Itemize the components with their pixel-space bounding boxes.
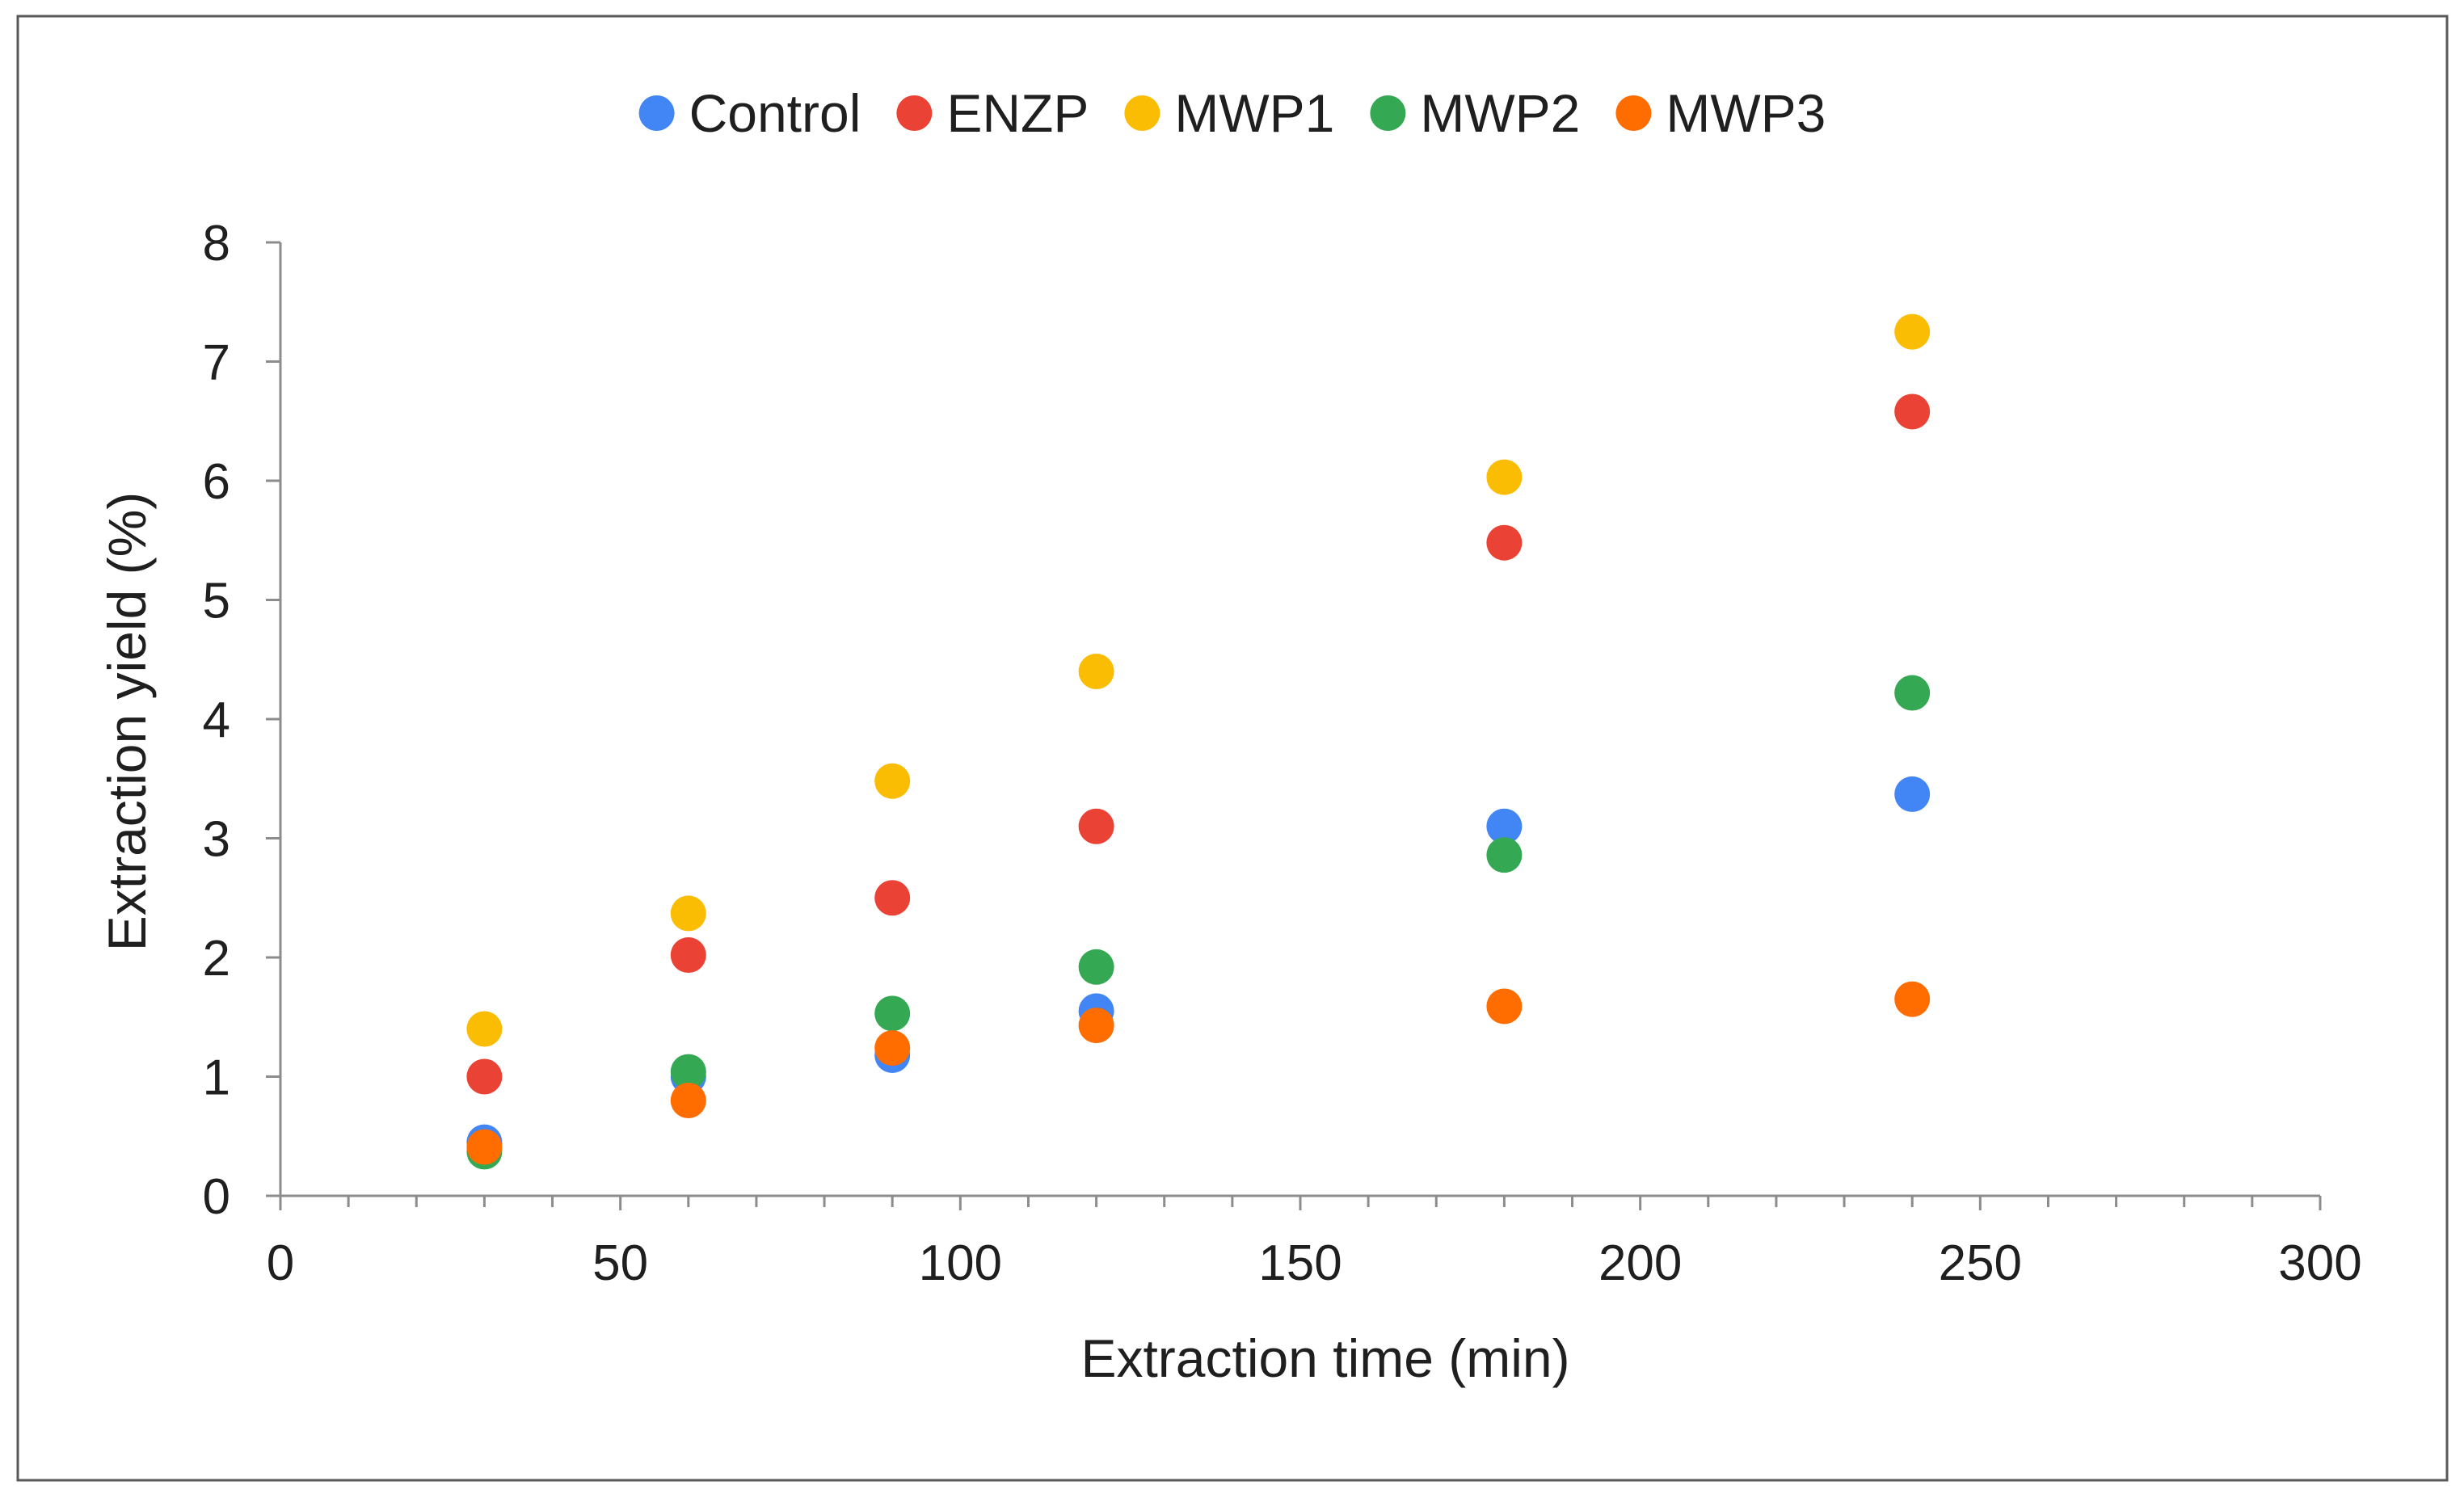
y-tick-label: 1: [203, 1050, 230, 1106]
y-tick-label: 5: [203, 574, 230, 629]
x-tick-label: 250: [1939, 1235, 2022, 1291]
x-tick-label: 300: [2278, 1235, 2361, 1291]
legend-label: Control: [689, 83, 861, 143]
data-point-control: [1486, 808, 1523, 844]
legend-label: MWP3: [1666, 83, 1826, 143]
legend-item-mwp2: MWP2: [1370, 83, 1580, 143]
data-point-mwp1: [466, 1011, 503, 1047]
legend-marker-mwp2: [1370, 95, 1406, 131]
chart-border: [16, 15, 2449, 1482]
legend-marker-control: [638, 95, 675, 131]
legend-label: ENZP: [946, 83, 1089, 143]
legend: Control ENZP MWP1 MWP2 MWP3: [638, 83, 1826, 143]
x-tick-label: 100: [919, 1235, 1002, 1291]
data-point-mwp1: [874, 763, 911, 799]
x-tick-label: 50: [592, 1235, 648, 1291]
legend-item-mwp1: MWP1: [1124, 83, 1334, 143]
legend-marker-mwp1: [1124, 95, 1160, 131]
y-tick-label: 7: [203, 335, 230, 391]
legend-marker-mwp3: [1615, 95, 1652, 131]
data-point-mwp2: [670, 1054, 706, 1090]
data-point-enzp: [1078, 808, 1114, 844]
data-point-enzp: [1486, 524, 1523, 561]
data-point-mwp1: [670, 895, 706, 932]
x-axis: 0 50 100 150 200 250 300: [267, 1194, 2362, 1291]
x-tick-label: 0: [267, 1235, 294, 1291]
y-tick-label: 8: [203, 216, 230, 271]
data-point-mwp3: [466, 1129, 503, 1165]
data-point-mwp3: [670, 1083, 706, 1118]
series-mwp3: [466, 981, 1931, 1165]
y-tick-label: 6: [203, 454, 230, 510]
data-point-mwp3: [1078, 1008, 1114, 1044]
series-mwp1: [466, 313, 1931, 1047]
data-point-mwp3: [1486, 988, 1523, 1025]
y-tick-label: 2: [203, 931, 230, 987]
legend-label: MWP1: [1174, 83, 1334, 143]
series-enzp: [466, 393, 1931, 1095]
legend-item-mwp3: MWP3: [1615, 83, 1826, 143]
y-axis-label: Extraction yield (%): [97, 492, 157, 952]
y-tick-label: 4: [203, 692, 230, 748]
legend-item-control: Control: [638, 83, 861, 143]
data-point-enzp: [466, 1058, 503, 1095]
data-point-mwp1: [1894, 313, 1931, 350]
x-axis-label: Extraction time (min): [1080, 1328, 1569, 1388]
data-point-mwp2: [1486, 837, 1523, 873]
data-point-mwp1: [1078, 654, 1114, 689]
legend-marker-enzp: [896, 95, 933, 131]
data-point-mwp3: [1894, 981, 1931, 1017]
data-point-control: [1894, 776, 1931, 812]
data-point-enzp: [670, 937, 706, 974]
data-point-mwp3: [874, 1030, 911, 1067]
x-tick-label: 200: [1598, 1235, 1682, 1291]
y-tick-label: 0: [203, 1169, 230, 1225]
data-point-mwp2: [1894, 675, 1931, 711]
data-point-mwp1: [1486, 459, 1523, 495]
x-tick-label: 150: [1258, 1235, 1342, 1291]
data-points: [466, 313, 1931, 1170]
data-point-enzp: [874, 880, 911, 916]
y-tick-label: 3: [203, 812, 230, 868]
data-point-mwp2: [874, 995, 911, 1032]
legend-label: MWP2: [1420, 83, 1580, 143]
y-axis: 0 1 2 3 4 5 6 7 8: [203, 216, 282, 1225]
data-point-enzp: [1894, 393, 1931, 430]
legend-item-enzp: ENZP: [896, 83, 1089, 143]
data-point-mwp2: [1078, 949, 1114, 985]
